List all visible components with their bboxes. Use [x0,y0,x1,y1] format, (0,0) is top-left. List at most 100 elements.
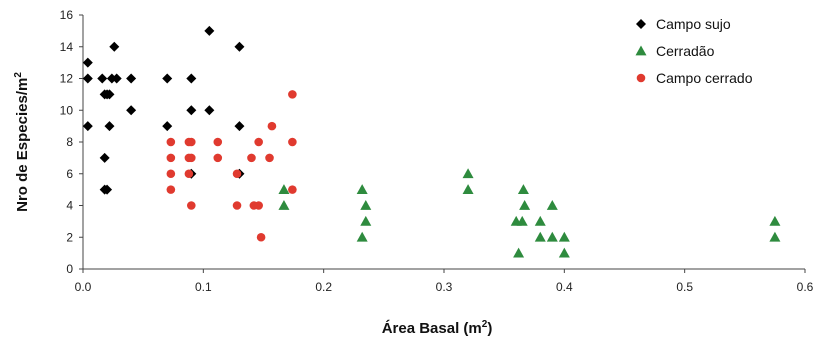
x-tick-label: 0.3 [436,280,453,294]
legend-marker [635,45,647,56]
series-cerrad-o [278,168,781,258]
data-point [360,200,372,210]
y-tick-label: 6 [66,167,73,181]
data-point [184,169,194,179]
data-point [204,105,215,116]
y-tick-label: 16 [60,8,74,22]
data-point [516,215,528,226]
legend-label: Campo cerrado [656,70,753,86]
x-tick-label: 0.2 [315,280,332,294]
data-point [234,41,245,52]
data-point [546,231,558,242]
data-point [254,137,263,147]
y-tick-label: 4 [66,199,73,213]
data-point [534,215,546,226]
y-tick-label: 8 [66,135,73,149]
data-point [558,247,570,258]
data-point [111,73,122,84]
data-point [234,121,245,132]
data-point [187,201,196,210]
data-point [462,168,474,179]
data-point [99,152,110,163]
data-point [267,121,277,131]
data-point [166,169,176,179]
data-point [769,215,781,226]
x-axis-title: Área Basal (m2) [382,319,493,337]
data-point [247,153,256,163]
legend-marker [636,73,646,83]
y-tick-label: 0 [66,262,73,276]
data-point [186,73,197,84]
data-point [265,153,274,163]
y-axis-title-text: Nro de Especies/m [14,78,31,212]
y-tick-label: 10 [60,103,74,117]
data-point [356,231,368,242]
data-point [534,231,546,242]
data-point [104,89,115,100]
data-point [126,73,137,84]
data-point [558,231,570,242]
data-point [187,153,196,163]
data-point [213,137,223,147]
data-point [254,201,263,210]
data-point [278,184,290,195]
data-point [513,247,525,258]
data-point [517,184,529,195]
data-point [204,25,215,36]
x-tick-label: 0.6 [797,280,814,294]
y-axis-title-sup: 2 [13,72,24,78]
y-axis-title: Nro de Especies/m2 [13,72,31,212]
data-point [256,232,266,242]
data-point [104,121,115,132]
data-point [102,184,113,195]
legend: Campo sujo Cerradão Campo cerrado [635,16,753,86]
data-point [278,200,290,210]
data-point [232,169,242,179]
y-tick-label: 12 [60,72,74,86]
x-tick-label: 0.0 [75,280,92,294]
data-point [82,57,93,68]
data-point [546,200,558,210]
x-axis-title-sup: 2 [482,319,488,330]
x-tick-label: 0.1 [195,280,212,294]
data-point [288,137,297,147]
data-point [187,137,196,147]
x-axis-title-text: Área Basal (m [382,320,482,337]
data-point [288,90,297,99]
y-axis: 0 2 4 6 8 10 12 14 16 [60,8,84,276]
x-tick-label: 0.4 [556,280,573,294]
data-point [97,73,108,84]
series-campo-sujo [82,25,245,195]
data-point [769,231,781,242]
data-point [126,105,137,116]
data-point [166,137,176,147]
legend-marker [636,19,646,29]
data-point [162,121,173,132]
series-campo-cerrado [166,90,297,242]
legend-label: Cerradão [656,43,715,59]
data-point [166,185,176,194]
data-point [213,153,223,163]
data-point [360,215,372,226]
x-axis: 0.0 0.1 0.2 0.3 0.4 0.5 0.6 [75,268,814,294]
data-point [82,73,93,84]
data-point [162,73,173,84]
data-point [186,105,197,116]
x-ticks: 0.0 0.1 0.2 0.3 0.4 0.5 0.6 [75,269,814,294]
x-tick-label: 0.5 [676,280,693,294]
legend-label: Campo sujo [656,16,731,32]
y-tick-label: 14 [60,40,74,54]
data-point [356,184,368,195]
y-tick-label: 2 [66,230,73,244]
data-point [462,184,474,195]
y-ticks: 0 2 4 6 8 10 12 14 16 [60,8,83,276]
data-point [82,121,93,132]
plot-points [82,25,781,258]
x-axis-title-end: ) [487,320,492,337]
data-point [288,185,297,194]
data-point [232,201,242,210]
data-point [519,200,531,210]
data-point [166,153,176,163]
data-point [109,41,120,52]
